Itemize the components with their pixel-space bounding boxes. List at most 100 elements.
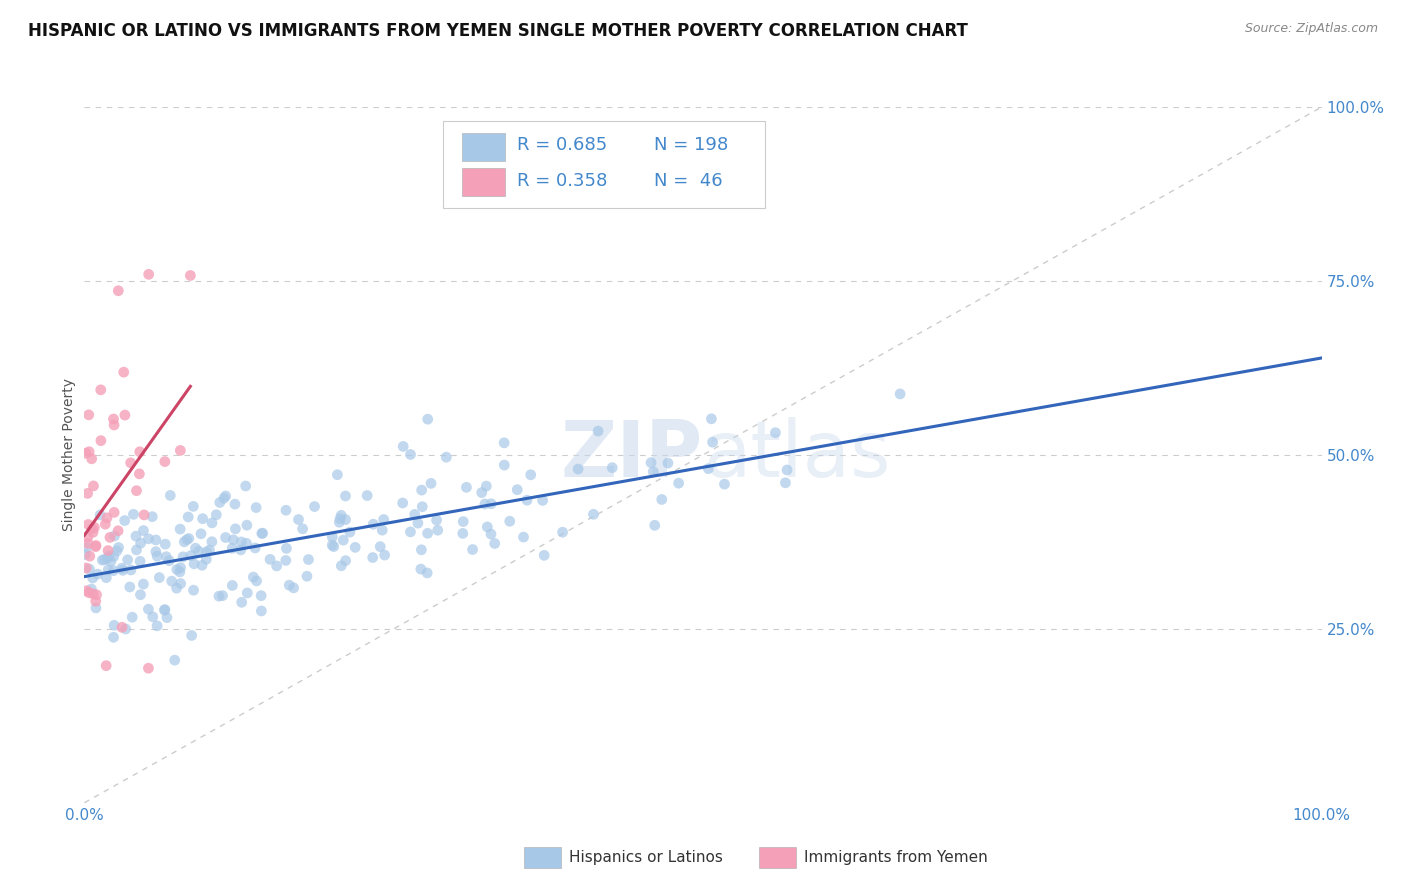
Point xyxy=(531,493,554,508)
Point xyxy=(339,525,361,540)
Point xyxy=(411,500,433,514)
Point xyxy=(107,284,129,298)
Text: Hispanics or Latinos: Hispanics or Latinos xyxy=(569,849,723,864)
Point xyxy=(519,467,541,482)
Point xyxy=(103,505,125,519)
Point xyxy=(235,479,257,493)
Point xyxy=(98,530,121,544)
Point xyxy=(76,486,98,500)
Point xyxy=(208,495,231,509)
Point xyxy=(516,493,538,508)
Point xyxy=(201,516,224,530)
Point xyxy=(208,589,231,603)
Point xyxy=(76,583,98,598)
Point xyxy=(84,601,107,615)
Point xyxy=(103,618,125,632)
Point xyxy=(361,550,384,565)
Point xyxy=(499,514,522,528)
Point xyxy=(416,566,439,580)
Point xyxy=(201,534,224,549)
Point xyxy=(533,549,555,563)
Point xyxy=(474,497,496,511)
Point xyxy=(120,456,142,470)
Point xyxy=(111,561,134,575)
Point xyxy=(129,554,152,568)
Point xyxy=(224,497,246,511)
Point xyxy=(335,513,357,527)
Point xyxy=(103,549,125,564)
Point xyxy=(295,569,318,583)
Point xyxy=(276,541,298,556)
FancyBboxPatch shape xyxy=(443,121,765,208)
Point xyxy=(77,444,100,458)
Point xyxy=(122,508,145,522)
Point xyxy=(153,454,176,468)
Point xyxy=(173,534,195,549)
Point xyxy=(329,512,352,526)
Point xyxy=(506,483,529,497)
Point xyxy=(90,383,112,397)
Point xyxy=(697,461,720,475)
Point xyxy=(177,510,200,524)
Point xyxy=(368,540,391,554)
Point xyxy=(166,562,188,576)
Point xyxy=(420,476,443,491)
Point xyxy=(183,583,205,598)
Point xyxy=(205,508,228,522)
Point xyxy=(112,365,135,379)
FancyBboxPatch shape xyxy=(461,169,505,196)
Point xyxy=(138,532,160,546)
Text: HISPANIC OR LATINO VS IMMIGRANTS FROM YEMEN SINGLE MOTHER POVERTY CORRELATION CH: HISPANIC OR LATINO VS IMMIGRANTS FROM YE… xyxy=(28,22,967,40)
Point xyxy=(169,560,191,574)
Point xyxy=(643,465,665,479)
Point xyxy=(138,661,160,675)
Point xyxy=(250,589,273,603)
Point xyxy=(477,520,499,534)
Point xyxy=(242,570,264,584)
Point xyxy=(76,530,98,544)
Point xyxy=(411,542,433,557)
Point xyxy=(153,602,176,616)
Point xyxy=(195,552,218,566)
Point xyxy=(129,588,152,602)
Point xyxy=(335,554,357,568)
Point xyxy=(332,533,354,548)
Point xyxy=(77,536,100,550)
Point xyxy=(145,533,167,547)
Point xyxy=(266,558,288,573)
Point xyxy=(321,530,343,544)
FancyBboxPatch shape xyxy=(759,847,796,868)
Point xyxy=(657,456,679,470)
Point xyxy=(212,491,235,506)
Point xyxy=(184,541,207,556)
Point xyxy=(96,571,118,585)
Point xyxy=(129,536,152,550)
Point xyxy=(91,553,114,567)
Point xyxy=(172,549,194,564)
Point xyxy=(567,462,589,476)
Point xyxy=(159,488,181,502)
Point xyxy=(183,500,205,514)
Point xyxy=(191,558,214,573)
Point xyxy=(461,542,484,557)
Point xyxy=(512,530,534,544)
Point xyxy=(399,448,422,462)
Point xyxy=(146,619,169,633)
Point xyxy=(600,460,623,475)
Point xyxy=(90,434,112,448)
Point xyxy=(96,551,118,566)
Point xyxy=(644,518,666,533)
Point xyxy=(105,544,128,558)
Point xyxy=(125,529,148,543)
Point xyxy=(100,554,122,568)
Point xyxy=(156,610,179,624)
Point xyxy=(132,524,155,538)
Point xyxy=(283,581,305,595)
Point xyxy=(700,412,723,426)
Point xyxy=(195,545,218,559)
Point xyxy=(114,408,136,422)
Point xyxy=(297,552,319,566)
Point xyxy=(245,500,267,515)
Point xyxy=(250,604,273,618)
Point xyxy=(169,576,191,591)
